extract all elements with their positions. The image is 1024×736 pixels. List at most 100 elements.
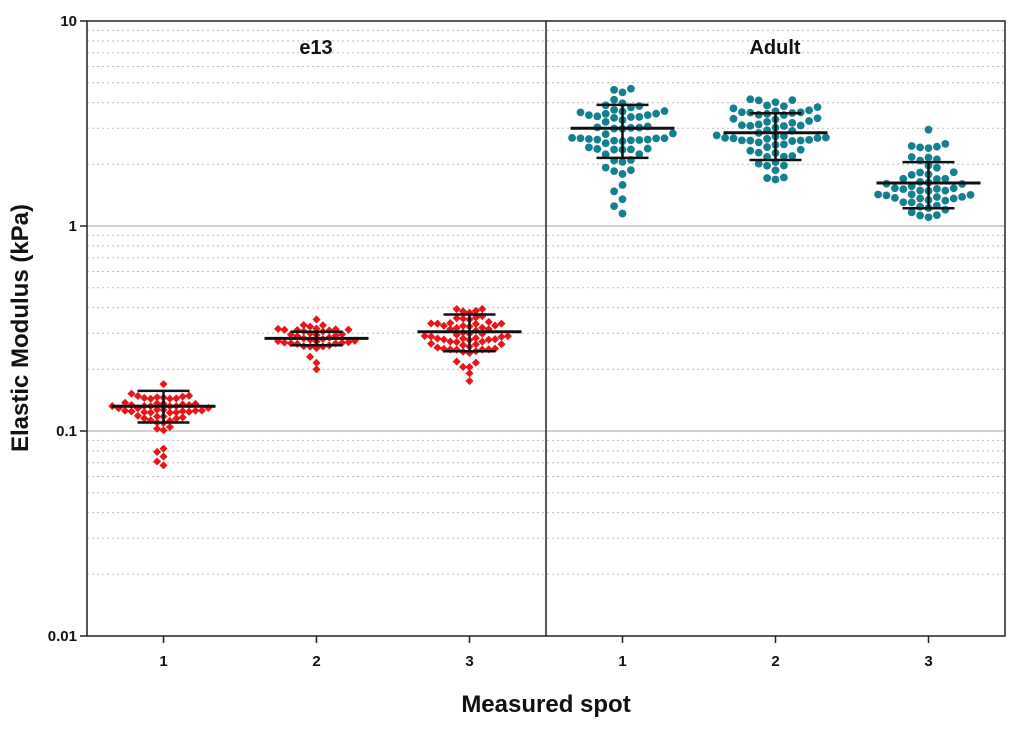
data-point-adult	[635, 113, 644, 121]
data-point-adult	[660, 107, 669, 115]
data-point-e13	[459, 314, 468, 323]
data-point-adult	[610, 105, 618, 114]
data-point-adult	[763, 143, 771, 151]
data-point-e13	[159, 444, 168, 453]
data-point-adult	[941, 186, 950, 195]
data-point-e13	[471, 319, 480, 328]
data-point-e13	[172, 394, 181, 403]
data-point-e13	[497, 332, 506, 341]
data-point-adult	[601, 130, 610, 139]
data-point-e13	[153, 447, 162, 457]
data-point-e13	[312, 365, 321, 374]
data-point-e13	[159, 461, 168, 470]
data-point-adult	[941, 174, 950, 183]
data-point-e13	[491, 335, 500, 344]
mean-sd-bars	[111, 103, 981, 424]
data-point-e13	[172, 414, 181, 423]
data-point-adult	[805, 135, 813, 144]
data-point-adult	[610, 167, 618, 176]
y-axis-ticks: 10 1 0.1 0.01	[48, 13, 87, 645]
data-point-adult	[949, 168, 958, 177]
x-tick-label: 1	[159, 653, 167, 670]
data-point-e13	[159, 380, 168, 389]
data-point-adult	[796, 121, 805, 130]
data-point-e13	[127, 389, 136, 398]
data-point-e13	[427, 319, 436, 328]
data-point-e13	[293, 332, 302, 341]
data-point-e13	[452, 337, 461, 347]
data-point-adult	[763, 161, 771, 170]
data-point-e13	[178, 392, 187, 401]
data-point-adult	[780, 122, 788, 130]
y-tick-label: 0.1	[56, 423, 77, 440]
data-point-adult	[754, 138, 763, 147]
data-point-e13	[344, 325, 353, 334]
data-point-e13	[159, 452, 168, 461]
data-point-adult	[907, 153, 916, 161]
data-point-e13	[433, 343, 442, 352]
data-point-e13	[452, 305, 461, 314]
data-point-e13	[178, 407, 187, 416]
data-point-e13	[280, 325, 289, 334]
grid-lines	[87, 29, 1005, 575]
y-axis-title: Elastic Modulus (kPa)	[7, 204, 34, 452]
data-points	[108, 84, 975, 470]
data-point-adult	[771, 98, 780, 107]
data-point-adult	[738, 108, 746, 117]
data-point-e13	[478, 345, 487, 354]
data-point-e13	[491, 321, 500, 330]
data-point-e13	[484, 335, 493, 344]
data-point-adult	[610, 187, 618, 196]
data-point-e13	[452, 323, 461, 333]
data-point-e13	[484, 317, 493, 326]
data-point-adult	[601, 150, 610, 159]
y-tick-label: 1	[69, 218, 77, 235]
data-point-adult	[907, 142, 916, 150]
data-point-e13	[497, 319, 506, 328]
data-point-adult	[601, 139, 610, 148]
data-point-adult	[763, 174, 771, 182]
data-point-adult	[891, 193, 899, 202]
data-point-adult	[780, 102, 788, 111]
data-point-e13	[484, 325, 493, 334]
data-point-adult	[788, 96, 797, 105]
data-point-adult	[754, 148, 763, 157]
data-point-adult	[746, 136, 755, 145]
data-point-e13	[274, 324, 283, 333]
data-point-adult	[576, 108, 585, 117]
data-point-adult	[916, 168, 924, 177]
data-point-adult	[618, 181, 627, 189]
data-point-adult	[618, 195, 627, 204]
data-point-e13	[478, 323, 487, 332]
data-point-adult	[933, 142, 941, 151]
data-point-adult	[788, 118, 797, 127]
data-point-adult	[941, 139, 950, 148]
data-point-adult	[593, 145, 602, 153]
data-point-adult	[822, 133, 830, 142]
data-point-e13	[153, 393, 162, 402]
data-point-adult	[949, 194, 958, 203]
data-point-e13	[491, 344, 500, 353]
data-point-adult	[941, 205, 950, 214]
data-point-e13	[280, 338, 289, 347]
data-point-adult	[754, 120, 763, 129]
data-point-e13	[306, 322, 315, 331]
data-point-adult	[618, 170, 627, 178]
data-point-e13	[439, 321, 448, 330]
data-point-e13	[178, 413, 187, 422]
data-point-e13	[433, 334, 442, 343]
data-point-e13	[471, 306, 480, 315]
data-point-e13	[127, 407, 136, 416]
data-point-adult	[627, 145, 635, 154]
data-point-adult	[601, 117, 610, 126]
data-point-e13	[178, 400, 187, 409]
data-point-e13	[140, 414, 149, 423]
data-point-e13	[153, 424, 162, 433]
data-point-e13	[318, 321, 327, 330]
data-point-e13	[121, 406, 130, 415]
data-point-adult	[610, 145, 618, 154]
data-point-e13	[471, 334, 480, 343]
data-point-adult	[568, 133, 576, 142]
data-point-e13	[121, 398, 130, 407]
data-point-adult	[771, 175, 780, 184]
